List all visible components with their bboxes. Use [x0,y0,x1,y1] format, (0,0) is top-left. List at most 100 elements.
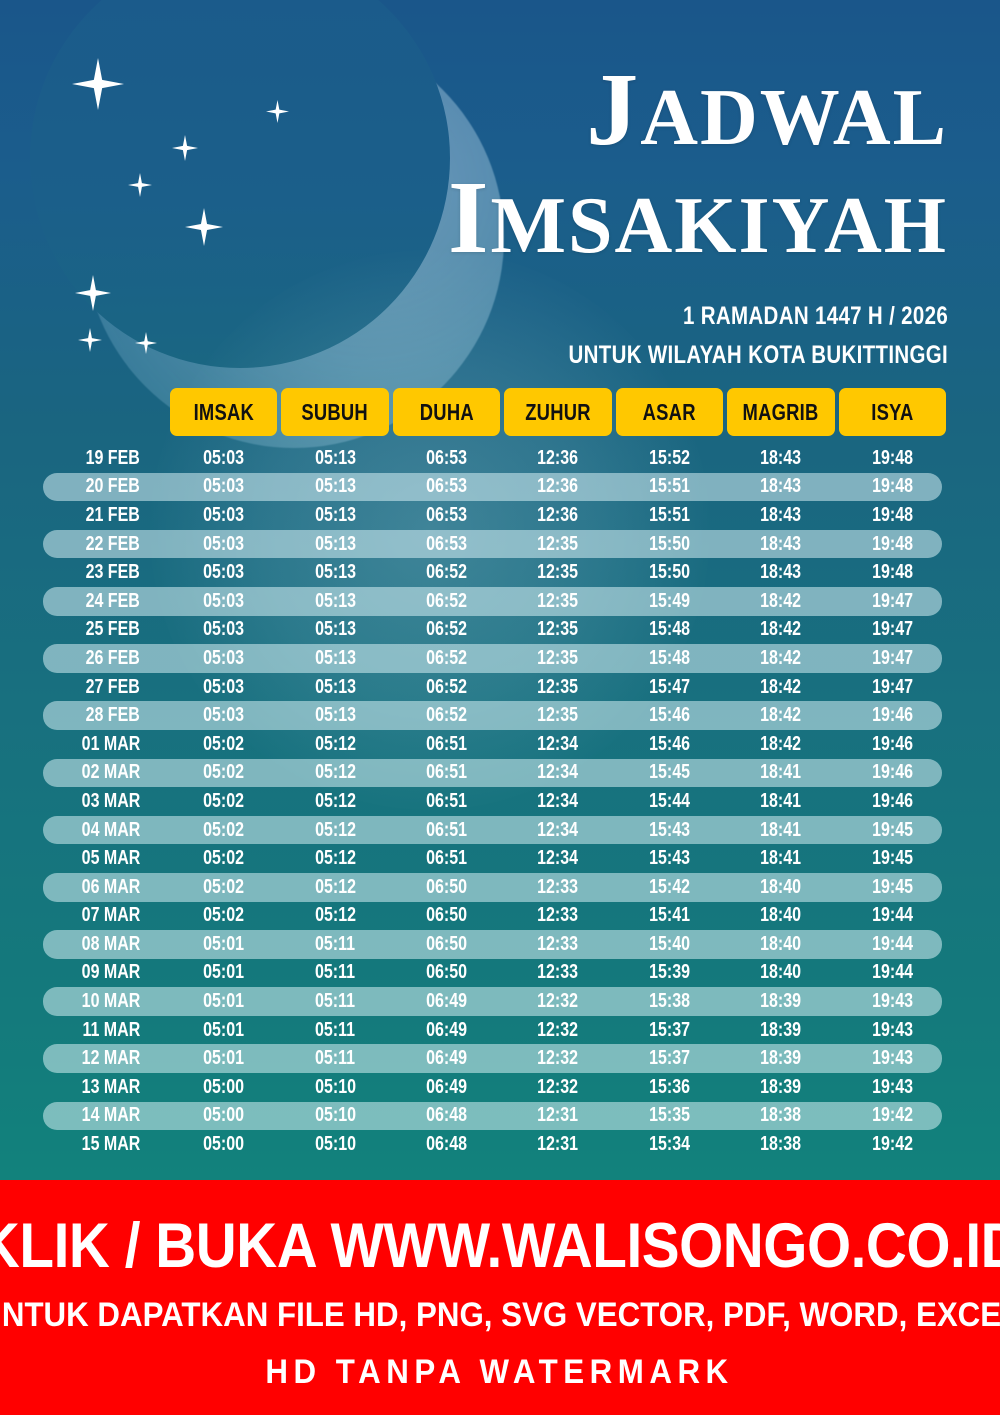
time-value: 06:53 [426,532,468,555]
time-value: 05:12 [314,761,356,784]
row-date-label: 06 MAR [81,875,140,898]
time-cell-subuh: 05:11 [281,990,388,1013]
time-value: 12:33 [537,875,579,898]
time-value: 12:31 [537,1133,579,1156]
time-cell-imsak: 05:00 [170,1076,277,1099]
time-value: 12:34 [537,732,579,755]
crescent-moon-icon [84,28,504,448]
table-row: 25 FEB 05:03 05:13 06:52 12:35 15:48 18:42 19:4… [0,616,1000,645]
table-row: 22 FEB 05:03 05:13 06:53 12:35 15:50 18:43 19:4… [0,529,1000,559]
row-times: 05:02 05:12 06:50 12:33 15:41 18:40 19:44 [170,904,946,927]
column-header-label: SUBUH [301,398,369,425]
time-cell-duha: 06:50 [393,876,500,899]
row-content: 26 FEB 05:03 05:13 06:52 12:35 15:48 18:42 19:4… [0,647,1000,670]
time-cell-asar: 15:50 [616,561,723,584]
time-value: 12:35 [537,561,579,584]
time-value: 06:53 [426,503,468,526]
time-value: 12:36 [537,503,579,526]
promo-banner[interactable]: KLIK / BUKA WWW.WALISONGO.CO.ID UNTUK DA… [0,1180,1000,1415]
time-value: 06:51 [426,732,468,755]
time-cell-imsak: 05:03 [170,676,277,699]
time-cell-imsak: 05:02 [170,847,277,870]
time-cell-isya: 19:47 [839,676,946,699]
table-row: 02 MAR 05:02 05:12 06:51 12:34 15:45 18:41 19:4… [0,758,1000,788]
time-cell-isya: 19:45 [839,847,946,870]
table-row: 20 FEB 05:03 05:13 06:53 12:36 15:51 18:43 19:4… [0,472,1000,502]
time-cell-asar: 15:46 [616,733,723,756]
time-value: 05:00 [203,1104,245,1127]
time-cell-zuhur: 12:36 [504,447,611,470]
time-value: 12:32 [537,990,579,1013]
time-value: 06:50 [426,875,468,898]
table-row: 08 MAR 05:01 05:11 06:50 12:33 15:40 18:40 19:4… [0,930,1000,959]
time-cell-imsak: 05:03 [170,447,277,470]
star-icon [128,173,152,197]
time-value: 12:34 [537,818,579,841]
time-value: 18:43 [760,446,802,469]
time-value: 05:01 [203,1047,245,1070]
banner-website-link[interactable]: KLIK / BUKA WWW.WALISONGO.CO.ID [0,1210,1000,1281]
time-value: 05:11 [315,1018,356,1041]
time-value: 06:49 [426,1018,468,1041]
time-cell-asar: 15:52 [616,447,723,470]
row-times: 05:03 05:13 06:52 12:35 15:47 18:42 19:47 [170,676,946,699]
time-cell-duha: 06:48 [393,1133,500,1156]
time-value: 19:44 [871,961,913,984]
time-cell-subuh: 05:11 [281,1047,388,1070]
time-value: 12:35 [537,646,579,669]
row-date-label: 19 FEB [85,446,140,469]
time-value: 05:00 [203,1133,245,1156]
time-value: 05:03 [203,532,245,555]
time-cell-isya: 19:43 [839,990,946,1013]
row-date: 06 MAR [0,876,140,899]
banner-formats-text: UNTUK DAPATKAN FILE HD, PNG, SVG VECTOR,… [0,1295,1000,1334]
row-times: 05:02 05:12 06:51 12:34 15:43 18:41 19:45 [170,819,946,842]
time-value: 18:42 [760,704,802,727]
time-cell-subuh: 05:10 [281,1133,388,1156]
time-value: 06:50 [426,904,468,927]
time-value: 15:37 [648,1018,690,1041]
row-content: 06 MAR 05:02 05:12 06:50 12:33 15:42 18:40 19:4… [0,876,1000,899]
time-value: 15:48 [648,618,690,641]
time-value: 18:39 [760,1047,802,1070]
row-date: 01 MAR [0,733,140,756]
time-value: 05:11 [315,990,356,1013]
row-times: 05:01 05:11 06:49 12:32 15:38 18:39 19:43 [170,990,946,1013]
row-date-label: 27 FEB [85,675,140,698]
row-content: 28 FEB 05:03 05:13 06:52 12:35 15:46 18:42 19:4… [0,704,1000,727]
time-cell-isya: 19:44 [839,961,946,984]
time-cell-magrib: 18:43 [727,475,834,498]
time-value: 18:38 [760,1133,802,1156]
column-header-label: ZUHUR [525,398,591,425]
time-cell-subuh: 05:13 [281,704,388,727]
time-value: 18:43 [760,561,802,584]
time-cell-imsak: 05:02 [170,790,277,813]
time-value: 19:43 [871,990,913,1013]
row-content: 10 MAR 05:01 05:11 06:49 12:32 15:38 18:39 19:4… [0,990,1000,1013]
time-value: 05:13 [314,561,356,584]
row-times: 05:03 05:13 06:52 12:35 15:48 18:42 19:47 [170,647,946,670]
time-cell-isya: 19:46 [839,790,946,813]
row-times: 05:01 05:11 06:50 12:33 15:40 18:40 19:44 [170,933,946,956]
time-cell-imsak: 05:03 [170,533,277,556]
row-date: 08 MAR [0,933,140,956]
time-value: 05:03 [203,589,245,612]
time-value: 15:48 [648,646,690,669]
time-value: 18:42 [760,589,802,612]
column-header-subuh: SUBUH [281,388,389,436]
table-row: 23 FEB 05:03 05:13 06:52 12:35 15:50 18:43 19:4… [0,558,1000,587]
time-cell-imsak: 05:01 [170,933,277,956]
time-value: 05:02 [203,875,245,898]
time-cell-zuhur: 12:35 [504,561,611,584]
time-value: 05:12 [314,789,356,812]
time-cell-subuh: 05:11 [281,1019,388,1042]
time-cell-isya: 19:43 [839,1047,946,1070]
time-value: 12:36 [537,446,579,469]
time-cell-asar: 15:51 [616,475,723,498]
time-cell-isya: 19:48 [839,504,946,527]
time-value: 19:46 [871,732,913,755]
time-cell-subuh: 05:12 [281,790,388,813]
time-value: 18:40 [760,904,802,927]
time-value: 15:52 [648,446,690,469]
